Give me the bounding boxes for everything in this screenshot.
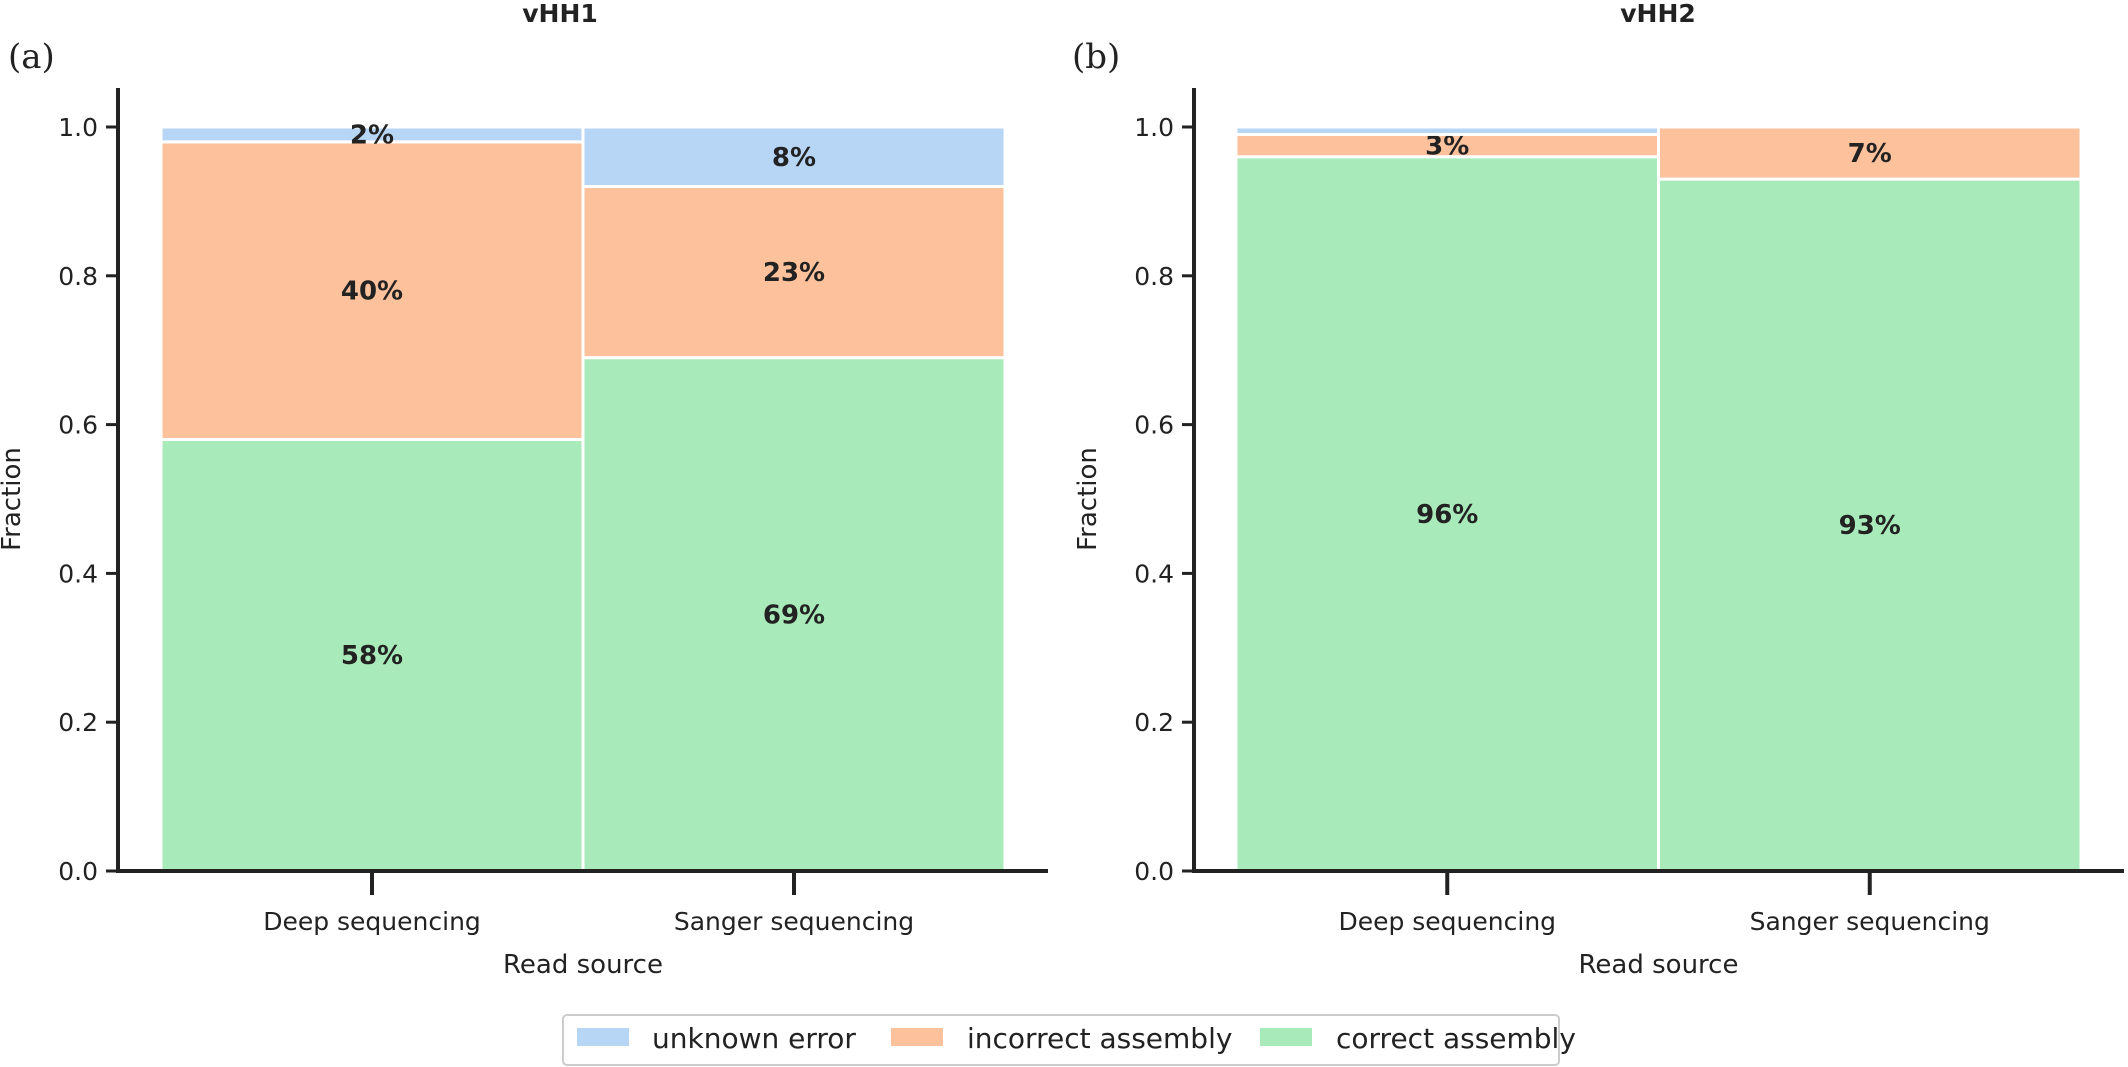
panel-letter: (b) [1072, 37, 1120, 77]
chart-panel-vhh1: 58% 40% 2% 69% 23% 8% 0.0 0.2 0.4 0.6 0.8 1.0 Deep s… [0, 0, 1048, 980]
legend: unknown error incorrect assembly correct a… [562, 1014, 1576, 1066]
legend-swatch-incorrect-assembly [891, 1028, 943, 1046]
data-label: 3% [1425, 132, 1469, 162]
x-tick-label: Sanger sequencing [1750, 907, 1990, 936]
x-axis-label: Read source [1579, 950, 1739, 980]
y-axis-label: Fraction [0, 447, 27, 551]
chart-title: vHH2 [1620, 0, 1696, 28]
y-tick-label: 0.0 [58, 857, 98, 886]
y-tick-label: 0.0 [1134, 857, 1174, 886]
data-label: 8% [772, 143, 816, 173]
y-tick-label: 1.0 [58, 113, 98, 142]
data-label: 69% [763, 600, 825, 630]
y-tick-label: 0.6 [58, 411, 98, 440]
y-tick-label: 0.4 [1134, 559, 1174, 588]
y-tick-label: 0.8 [1134, 262, 1174, 291]
bar-segment-correct-assembly [1657, 177, 2083, 873]
x-tick-label: Deep sequencing [1338, 907, 1556, 936]
data-label: 93% [1839, 511, 1901, 541]
bar-segment-incorrect-assembly [581, 185, 1007, 360]
y-tick-label: 1.0 [1134, 113, 1174, 142]
panel-letter: (a) [8, 37, 55, 77]
x-tick-label: Sanger sequencing [674, 907, 914, 936]
bar-segment-correct-assembly [159, 437, 585, 873]
legend-label: incorrect assembly [967, 1022, 1232, 1055]
x-axis-label: Read source [503, 950, 663, 980]
y-tick-label: 0.2 [1134, 708, 1174, 737]
legend-frame [562, 1014, 1560, 1066]
legend-label: correct assembly [1336, 1022, 1576, 1055]
x-tick-label: Deep sequencing [263, 907, 481, 936]
data-label: 23% [763, 258, 825, 288]
legend-label: unknown error [652, 1022, 856, 1055]
data-label: 58% [341, 641, 403, 671]
y-tick-label: 0.6 [1134, 411, 1174, 440]
bar-segment-incorrect-assembly [1657, 125, 2083, 181]
legend-swatch-unknown-error [577, 1028, 629, 1046]
data-label: 40% [341, 277, 403, 307]
bar-segment-unknown-error [1234, 125, 1660, 136]
y-axis-label: Fraction [1073, 447, 1103, 551]
bar-segment-incorrect-assembly [159, 140, 585, 441]
chart-title: vHH1 [522, 0, 598, 28]
chart-panel-vhh2: 96% 3% 93% 7% 0.0 0.2 0.4 0.6 0.8 1.0 Deep sequenc… [1072, 0, 2124, 980]
legend-swatch-correct-assembly [1260, 1028, 1312, 1046]
bar-segment-correct-assembly [581, 356, 1007, 873]
data-label: 7% [1848, 139, 1892, 169]
data-label: 96% [1416, 500, 1478, 530]
chart-panels: 58% 40% 2% 69% 23% 8% 0.0 0.2 0.4 0.6 0.8 1.0 Deep s… [0, 0, 2124, 980]
y-tick-label: 0.8 [58, 262, 98, 291]
data-label: 2% [350, 120, 394, 150]
bar-segment-unknown-error [581, 125, 1007, 189]
y-tick-label: 0.4 [58, 559, 98, 588]
y-tick-label: 0.2 [58, 708, 98, 737]
